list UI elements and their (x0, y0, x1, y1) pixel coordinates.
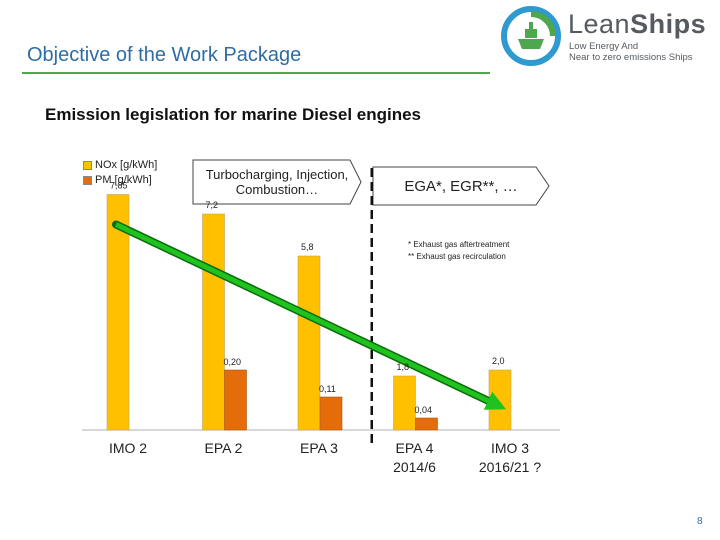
x-tick-label: 2014/6 (393, 459, 436, 475)
legend-swatch-nox (83, 161, 92, 170)
data-label-pm: 0,20 (224, 357, 242, 367)
legend-item-pm: PM [g/kWh] (83, 173, 157, 188)
x-tick-label: EPA 3 (300, 440, 338, 456)
bar-pm (415, 417, 438, 431)
data-label-pm: 0,04 (415, 405, 433, 415)
bar-pm (224, 369, 247, 431)
callout-engine-measures: Turbocharging, Injection, Combustion… (192, 159, 362, 205)
trend-arrow (114, 222, 507, 410)
bar-nox (297, 255, 321, 431)
title-divider (22, 72, 490, 74)
x-tick-label: EPA 4 (396, 440, 434, 456)
logo-tagline: Low Energy And Near to zero emissions Sh… (569, 41, 693, 63)
x-tick-label: IMO 3 (491, 440, 529, 456)
legend-item-nox: NOx [g/kWh] (83, 158, 157, 173)
ship-logo-icon (501, 6, 561, 66)
footnotes: * Exhaust gas aftertreatment ** Exhaust … (408, 240, 510, 261)
leanships-logo: LeanShips Low Energy And Near to zero em… (500, 5, 715, 75)
chart-legend: NOx [g/kWh] PM [g/kWh] (83, 158, 157, 188)
slide-subtitle: Emission legislation for marine Diesel e… (45, 105, 422, 124)
bar-nox (393, 375, 416, 431)
bar-nox (106, 194, 130, 431)
data-label-nox: 7,85 (110, 181, 128, 191)
page-title: Objective of the Work Package (27, 44, 302, 66)
data-label-pm: 0,11 (319, 384, 336, 394)
data-label-nox: 2,0 (492, 356, 505, 366)
x-tick-label: IMO 2 (109, 440, 147, 456)
legend-swatch-pm (83, 176, 92, 185)
bar-pm (319, 396, 343, 431)
page-number: 8 (697, 516, 703, 527)
x-tick-label: EPA 2 (205, 440, 243, 456)
bar-nox (202, 213, 225, 431)
logo-wordmark: LeanShips (568, 9, 707, 39)
x-tick-label: 2016/21 ? (479, 459, 541, 475)
data-label-nox: 5,8 (301, 242, 314, 252)
data-label-nox: 1,8 (397, 362, 410, 372)
data-label-nox: 7,2 (206, 200, 219, 210)
